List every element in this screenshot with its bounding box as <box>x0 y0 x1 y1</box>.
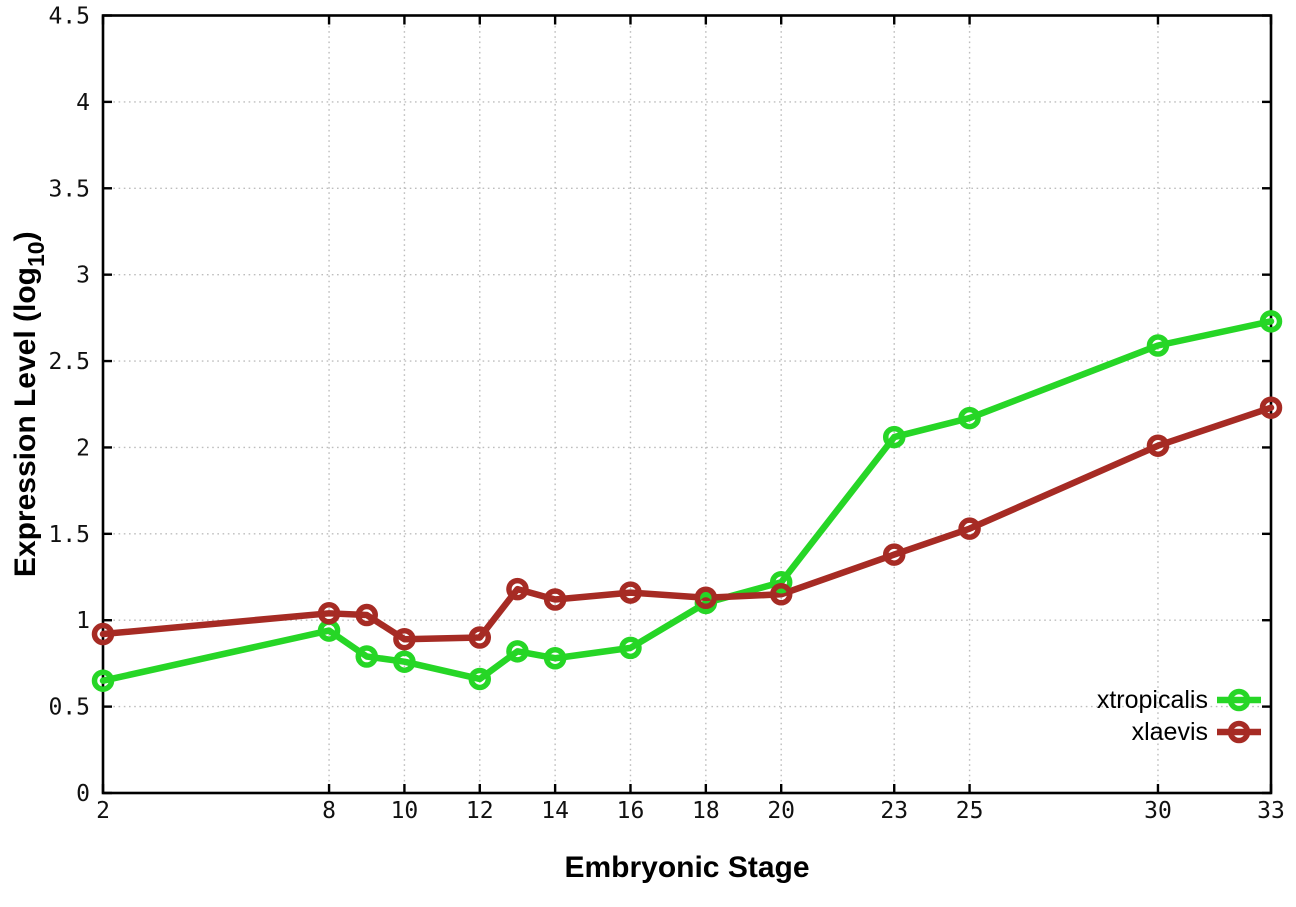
series-xtropicalis-marker <box>1259 310 1283 333</box>
series-xlaevis-marker <box>769 583 793 606</box>
series-xlaevis-marker <box>468 626 492 649</box>
y-tick-label: 4 <box>76 90 90 116</box>
series-xtropicalis-marker <box>355 645 378 668</box>
x-tick-label: 14 <box>541 798 569 824</box>
series-xlaevis-marker <box>882 543 906 566</box>
series-xtropicalis-marker <box>506 640 529 663</box>
series-xlaevis-marker <box>317 602 341 625</box>
series-xtropicalis-marker <box>882 425 906 449</box>
y-tick-label: 4.5 <box>48 4 90 30</box>
series-xlaevis-marker <box>694 586 718 610</box>
series-xlaevis-marker <box>543 588 567 611</box>
series-xlaevis-marker <box>393 627 416 651</box>
series-xlaevis-marker <box>506 577 529 601</box>
series-xlaevis-marker <box>958 517 981 540</box>
x-tick-label: 20 <box>767 798 795 824</box>
legend-label-xlaevis: xlaevis <box>1132 718 1208 746</box>
x-tick-label: 10 <box>391 798 419 824</box>
x-tick-label: 23 <box>880 798 908 824</box>
series-xlaevis-marker <box>91 622 115 646</box>
series-xtropicalis-marker <box>958 406 981 430</box>
x-tick-label: 25 <box>956 798 984 824</box>
legend-label-xtropicalis: xtropicalis <box>1097 686 1208 714</box>
series-xtropicalis-marker <box>468 667 492 691</box>
y-tick-label: 0 <box>76 781 90 807</box>
x-tick-label: 30 <box>1144 798 1172 824</box>
y-tick-label: 3 <box>76 263 90 289</box>
y-tick-label: 3.5 <box>48 176 90 202</box>
series-xtropicalis-marker <box>393 650 416 673</box>
y-tick-label: 0.5 <box>48 695 90 721</box>
x-tick-label: 16 <box>617 798 645 824</box>
series-xtropicalis-marker <box>619 636 642 660</box>
series-xlaevis-line <box>99 404 1275 643</box>
y-axis-title: Expression Level (log10) <box>9 231 49 577</box>
plot-border <box>101 14 1273 795</box>
x-tick-label: 2 <box>96 798 110 824</box>
series-xlaevis-marker <box>619 581 642 604</box>
series-xlaevis-marker <box>1259 396 1283 419</box>
y-tick-label: 1.5 <box>48 522 90 548</box>
y-tick-label: 1 <box>76 608 90 634</box>
legend-marker <box>1227 720 1251 744</box>
x-tick-label: 18 <box>692 798 720 824</box>
x-tick-label: 33 <box>1257 798 1285 824</box>
series-xtropicalis-marker <box>543 646 567 670</box>
legend-marker <box>1227 688 1251 712</box>
y-tick-label: 2 <box>76 435 90 461</box>
y-tick-label: 2.5 <box>48 349 90 375</box>
x-tick-label: 12 <box>466 798 494 824</box>
series-xlaevis-marker <box>1146 434 1170 457</box>
x-tick-label: 8 <box>322 798 336 824</box>
series-xlaevis-marker <box>355 603 378 627</box>
series-xtropicalis-marker <box>91 669 115 692</box>
series-xtropicalis-marker <box>769 570 793 594</box>
x-axis-title: Embryonic Stage <box>564 851 809 884</box>
series-xtropicalis-marker <box>1146 334 1170 357</box>
series-xtropicalis-line <box>99 318 1275 684</box>
